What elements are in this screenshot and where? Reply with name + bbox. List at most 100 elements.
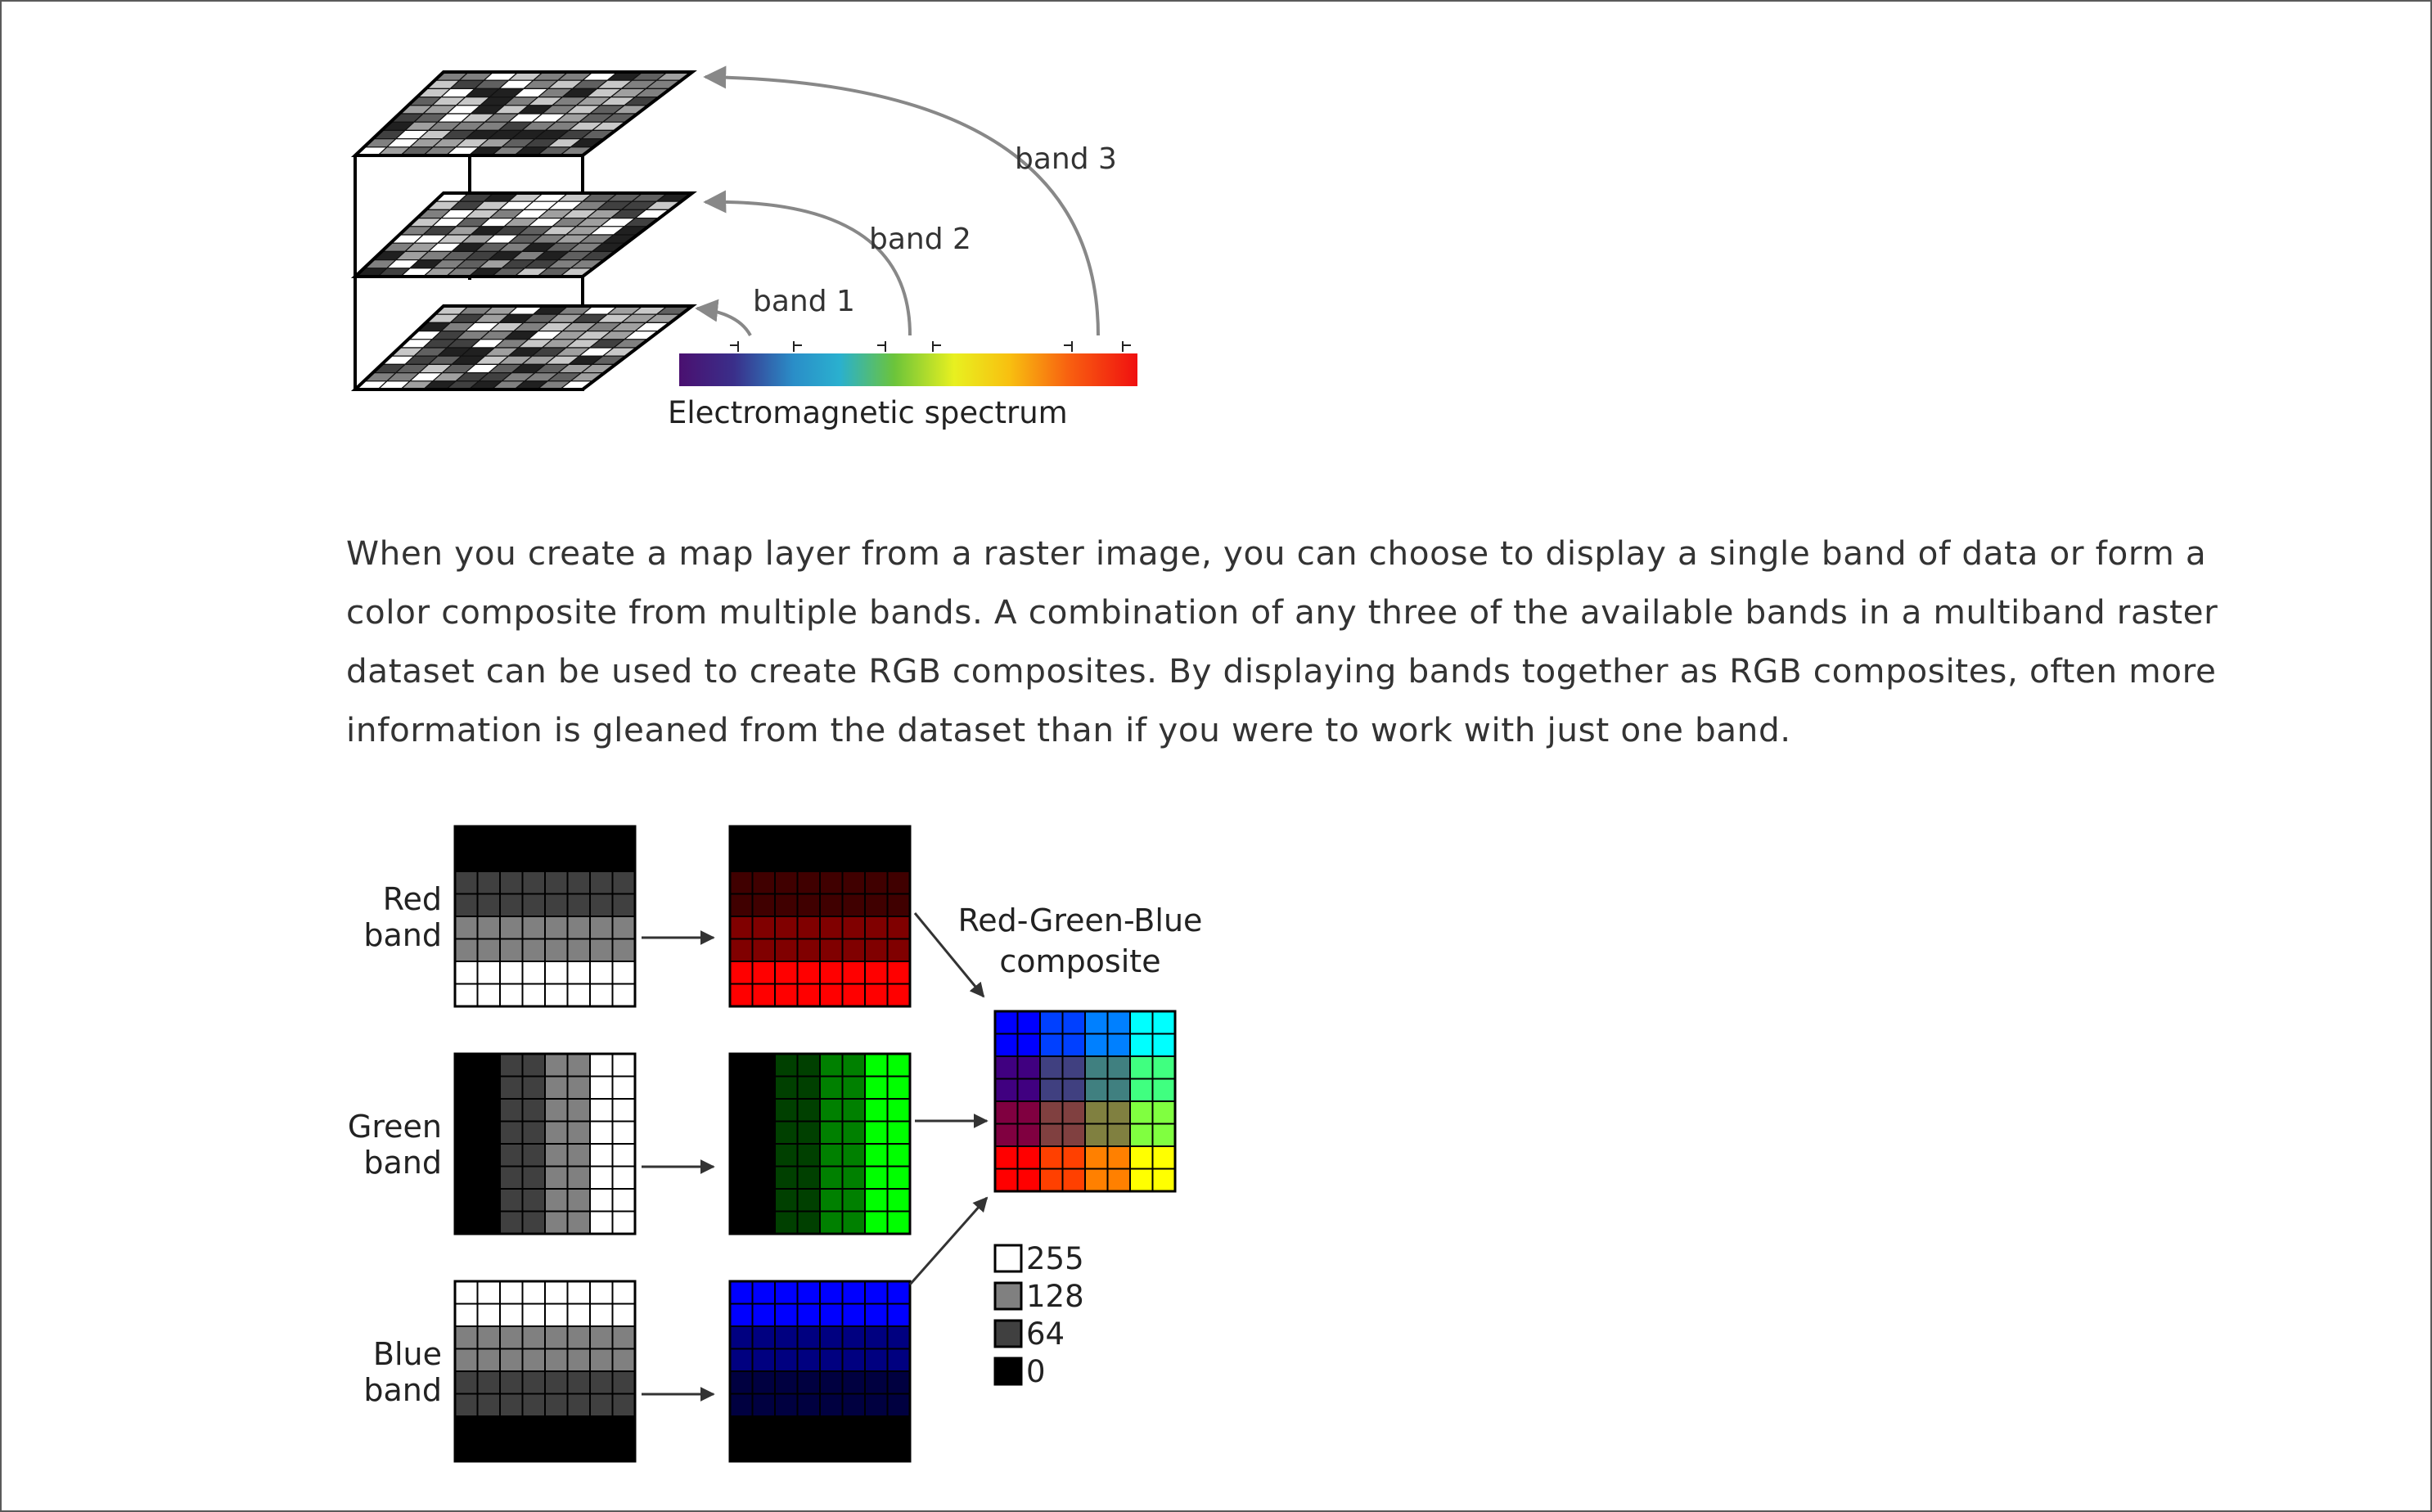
- grid-cell: [521, 1053, 546, 1078]
- grid-cell: [476, 871, 501, 895]
- grid-cell: [566, 893, 591, 917]
- grid-cell: [886, 1165, 911, 1190]
- band-grids: [453, 825, 1177, 1463]
- grid-cell: [521, 1415, 546, 1440]
- grid-cell: [611, 871, 636, 895]
- grid-cell: [819, 1348, 844, 1372]
- grid-cell: [886, 1370, 911, 1395]
- grid-cell: [544, 1075, 569, 1100]
- grid-cell: [864, 1393, 889, 1417]
- grid-cell: [994, 1010, 1019, 1035]
- grid-cell: [796, 1120, 821, 1145]
- grid-cell: [521, 961, 546, 985]
- grid-cell: [611, 1143, 636, 1168]
- legend-label-128: 128: [1026, 1279, 1084, 1314]
- grid-cell: [751, 1438, 776, 1462]
- green-band-grid: [453, 1052, 637, 1235]
- grid-cell: [886, 1280, 911, 1305]
- grid-cell: [886, 826, 911, 850]
- grid-cell: [774, 1098, 799, 1123]
- grid-cell: [1084, 1055, 1109, 1080]
- grid-cell: [796, 1438, 821, 1462]
- grid-cell: [1061, 1055, 1086, 1080]
- spectrum-bar: [679, 353, 1137, 386]
- grid-cell: [751, 1143, 776, 1168]
- grid-cell: [1129, 1033, 1154, 1057]
- grid-cell: [589, 1415, 614, 1440]
- grid-cell: [751, 893, 776, 917]
- grid-cell: [796, 938, 821, 962]
- grid-cell: [544, 1370, 569, 1395]
- grid-cell: [589, 1280, 614, 1305]
- grid-cell: [819, 1143, 844, 1168]
- grid-cell: [796, 1303, 821, 1327]
- grid-cell: [796, 1075, 821, 1100]
- grid-cell: [774, 1348, 799, 1372]
- green-band-label-line1: Green: [348, 1109, 442, 1145]
- grid-cell: [566, 1053, 591, 1078]
- grid-cell: [521, 826, 546, 850]
- grid-cell: [774, 1438, 799, 1462]
- grid-cell: [611, 893, 636, 917]
- grid-cell: [796, 1370, 821, 1395]
- grid-cell: [1016, 1145, 1041, 1170]
- grid-cell: [729, 961, 754, 985]
- grid-cell: [454, 826, 479, 850]
- grid-cell: [729, 1165, 754, 1190]
- grid-cell: [819, 893, 844, 917]
- grid-cell: [611, 1393, 636, 1417]
- grid-cell: [796, 1415, 821, 1440]
- grid-cell: [819, 1393, 844, 1417]
- grid-cell: [841, 1143, 866, 1168]
- grid-cell: [796, 871, 821, 895]
- grid-cell: [566, 1280, 591, 1305]
- grid-cell: [1061, 1168, 1086, 1192]
- grid-cell: [864, 1120, 889, 1145]
- grid-cell: [589, 893, 614, 917]
- blue-band-grid: [453, 1280, 637, 1463]
- grid-cell: [819, 1325, 844, 1350]
- grid-cell: [454, 1393, 479, 1417]
- grid-cell: [864, 1075, 889, 1100]
- grid-cell: [774, 848, 799, 872]
- grid-cell: [589, 983, 614, 1007]
- grid-cell: [476, 1370, 501, 1395]
- grid-cell: [994, 1123, 1019, 1147]
- grid-cell: [729, 871, 754, 895]
- grid-cell: [841, 848, 866, 872]
- grid-cell: [1129, 1100, 1154, 1125]
- grid-cell: [476, 1075, 501, 1100]
- grid-cell: [1084, 1100, 1109, 1125]
- grid-cell: [611, 983, 636, 1007]
- grid-cell: [454, 848, 479, 872]
- grid-cell: [499, 1370, 524, 1395]
- grid-cell: [521, 1143, 546, 1168]
- red-channel-grid: [728, 825, 912, 1008]
- grid-cell: [729, 983, 754, 1007]
- grid-cell: [589, 938, 614, 962]
- grid-cell: [499, 983, 524, 1007]
- grid-cell: [819, 1280, 844, 1305]
- grid-cell: [499, 826, 524, 850]
- grid-cell: [729, 1053, 754, 1078]
- grid-cell: [1129, 1055, 1154, 1080]
- grid-cell: [566, 1370, 591, 1395]
- grid-cell: [796, 826, 821, 850]
- grid-cell: [611, 1098, 636, 1123]
- grid-cell: [886, 1438, 911, 1462]
- grid-cell: [729, 893, 754, 917]
- grid-cell: [521, 1210, 546, 1235]
- grid-cell: [886, 848, 911, 872]
- grid-cell: [841, 1370, 866, 1395]
- blue-to-composite-arrow: [908, 1196, 989, 1285]
- raster-layer-2: [350, 191, 697, 278]
- grid-cell: [476, 848, 501, 872]
- grid-cell: [751, 938, 776, 962]
- grid-cell: [454, 983, 479, 1007]
- grid-cell: [589, 1053, 614, 1078]
- grid-cell: [499, 1188, 524, 1213]
- grid-cell: [864, 1415, 889, 1440]
- grid-cell: [521, 1075, 546, 1100]
- grid-cell: [841, 1053, 866, 1078]
- grid-cell: [589, 1303, 614, 1327]
